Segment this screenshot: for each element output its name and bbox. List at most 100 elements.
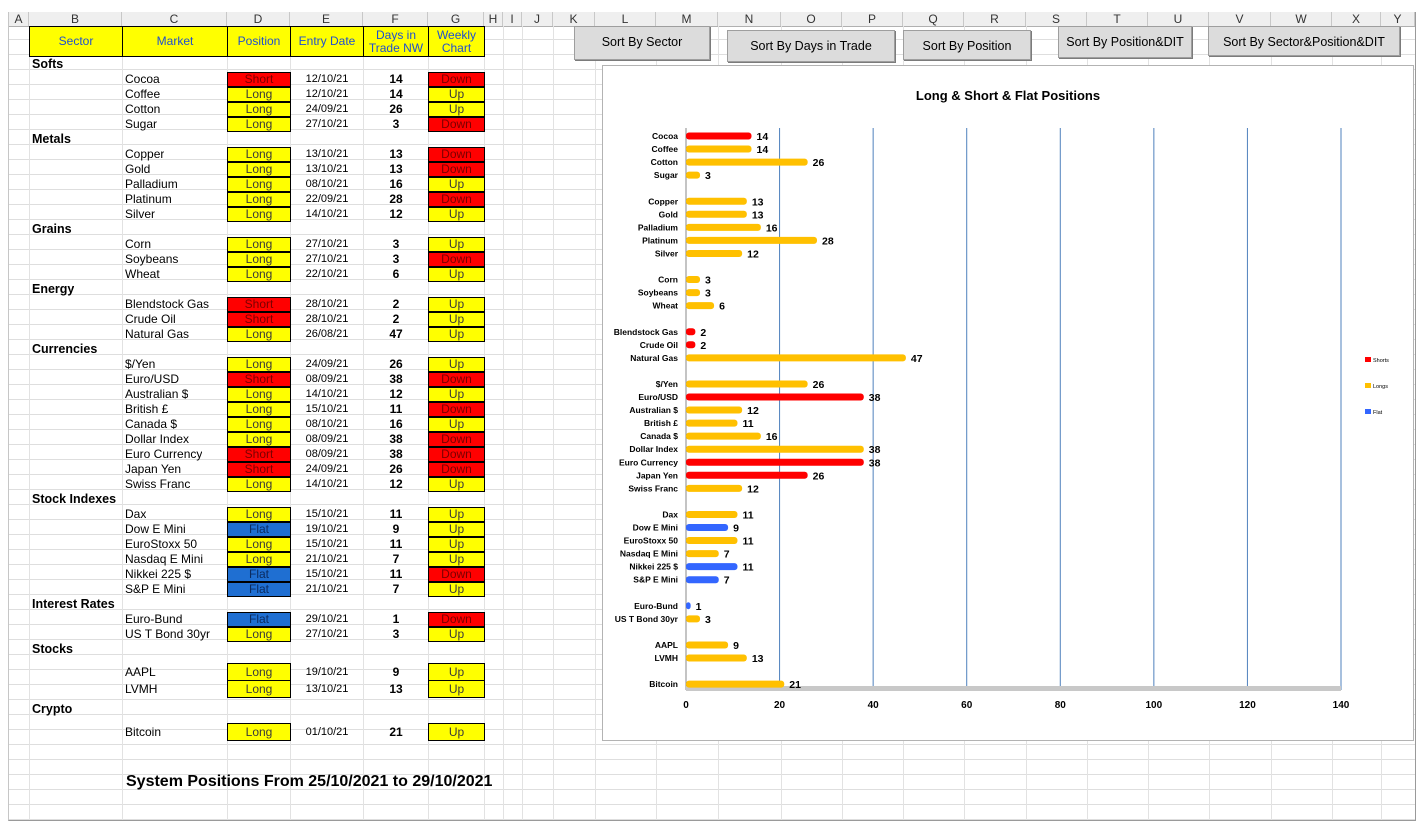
weekly-chart-cell[interactable]: Down bbox=[428, 162, 485, 177]
column-header-w[interactable]: W bbox=[1271, 12, 1332, 26]
weekly-chart-cell[interactable]: Down bbox=[428, 147, 485, 162]
column-header-o[interactable]: O bbox=[781, 12, 842, 26]
column-header-i[interactable]: I bbox=[503, 12, 522, 26]
weekly-chart-cell[interactable]: Up bbox=[428, 177, 485, 192]
position-cell[interactable]: Long bbox=[227, 507, 291, 522]
position-cell[interactable]: Long bbox=[227, 87, 291, 102]
weekly-chart-cell[interactable]: Up bbox=[428, 477, 485, 492]
column-header-a[interactable]: A bbox=[9, 12, 29, 26]
position-cell[interactable]: Long bbox=[227, 162, 291, 177]
position-cell[interactable]: Long bbox=[227, 537, 291, 552]
weekly-chart-cell[interactable]: Down bbox=[428, 372, 485, 387]
column-header-n[interactable]: N bbox=[718, 12, 781, 26]
column-header-h[interactable]: H bbox=[484, 12, 503, 26]
weekly-chart-cell[interactable]: Up bbox=[428, 357, 485, 372]
column-header-l[interactable]: L bbox=[595, 12, 656, 26]
position-cell[interactable]: Long bbox=[227, 117, 291, 132]
position-cell[interactable]: Long bbox=[227, 402, 291, 417]
position-cell[interactable]: Long bbox=[227, 207, 291, 222]
weekly-chart-cell[interactable]: Up bbox=[428, 663, 485, 681]
position-cell[interactable]: Flat bbox=[227, 522, 291, 537]
position-cell[interactable]: Long bbox=[227, 723, 291, 741]
weekly-chart-cell[interactable]: Up bbox=[428, 507, 485, 522]
position-cell[interactable]: Short bbox=[227, 297, 291, 312]
column-header-c[interactable]: C bbox=[122, 12, 227, 26]
column-header-v[interactable]: V bbox=[1209, 12, 1271, 26]
column-header-e[interactable]: E bbox=[290, 12, 363, 26]
weekly-chart-cell[interactable]: Up bbox=[428, 552, 485, 567]
weekly-chart-cell[interactable]: Up bbox=[428, 522, 485, 537]
weekly-chart-cell[interactable]: Up bbox=[428, 102, 485, 117]
position-cell[interactable]: Short bbox=[227, 447, 291, 462]
position-cell[interactable]: Long bbox=[227, 237, 291, 252]
weekly-chart-cell[interactable]: Down bbox=[428, 402, 485, 417]
column-header-y[interactable]: Y bbox=[1381, 12, 1415, 26]
column-header-t[interactable]: T bbox=[1087, 12, 1148, 26]
weekly-chart-cell[interactable]: Up bbox=[428, 723, 485, 741]
weekly-chart-cell[interactable]: Up bbox=[428, 680, 485, 698]
weekly-chart-cell[interactable]: Down bbox=[428, 567, 485, 582]
weekly-chart-cell[interactable]: Down bbox=[428, 612, 485, 627]
weekly-chart-cell[interactable]: Up bbox=[428, 582, 485, 597]
position-cell[interactable]: Short bbox=[227, 462, 291, 477]
sort-by-position-dit-button[interactable]: Sort By Position&DIT bbox=[1058, 26, 1192, 58]
weekly-chart-cell[interactable]: Up bbox=[428, 537, 485, 552]
weekly-chart-cell[interactable]: Up bbox=[428, 312, 485, 327]
position-cell[interactable]: Short bbox=[227, 312, 291, 327]
sort-by-sector-position-dit-button[interactable]: Sort By Sector&Position&DIT bbox=[1208, 26, 1400, 56]
position-cell[interactable]: Flat bbox=[227, 567, 291, 582]
weekly-chart-cell[interactable]: Down bbox=[428, 72, 485, 87]
column-header-u[interactable]: U bbox=[1148, 12, 1209, 26]
position-cell[interactable]: Long bbox=[227, 387, 291, 402]
weekly-chart-cell[interactable]: Up bbox=[428, 417, 485, 432]
weekly-chart-cell[interactable]: Up bbox=[428, 327, 485, 342]
column-header-m[interactable]: M bbox=[656, 12, 718, 26]
weekly-chart-cell[interactable]: Down bbox=[428, 192, 485, 207]
weekly-chart-cell[interactable]: Up bbox=[428, 237, 485, 252]
weekly-chart-cell[interactable]: Up bbox=[428, 297, 485, 312]
position-cell[interactable]: Long bbox=[227, 357, 291, 372]
column-header-x[interactable]: X bbox=[1332, 12, 1381, 26]
weekly-chart-cell[interactable]: Up bbox=[428, 207, 485, 222]
column-header-b[interactable]: B bbox=[29, 12, 122, 26]
position-cell[interactable]: Flat bbox=[227, 612, 291, 627]
positions-chart[interactable]: Long & Short & Flat Positions 0 20 40 60 80 1… bbox=[602, 65, 1414, 741]
position-cell[interactable]: Long bbox=[227, 102, 291, 117]
position-cell[interactable]: Long bbox=[227, 252, 291, 267]
column-header-f[interactable]: F bbox=[363, 12, 428, 26]
position-cell[interactable]: Long bbox=[227, 417, 291, 432]
column-header-g[interactable]: G bbox=[428, 12, 484, 26]
sort-by-sector-button[interactable]: Sort By Sector bbox=[574, 26, 710, 60]
weekly-chart-cell[interactable]: Down bbox=[428, 117, 485, 132]
weekly-chart-cell[interactable]: Down bbox=[428, 462, 485, 477]
weekly-chart-cell[interactable]: Up bbox=[428, 627, 485, 642]
position-cell[interactable]: Long bbox=[227, 192, 291, 207]
position-cell[interactable]: Long bbox=[227, 177, 291, 192]
weekly-chart-cell[interactable]: Down bbox=[428, 432, 485, 447]
column-header-j[interactable]: J bbox=[522, 12, 553, 26]
weekly-chart-cell[interactable]: Down bbox=[428, 252, 485, 267]
position-cell[interactable]: Long bbox=[227, 267, 291, 282]
column-header-s[interactable]: S bbox=[1026, 12, 1087, 26]
column-header-r[interactable]: R bbox=[964, 12, 1026, 26]
sort-by-days-button[interactable]: Sort By Days in Trade bbox=[727, 30, 895, 62]
column-header-q[interactable]: Q bbox=[903, 12, 964, 26]
position-cell[interactable]: Long bbox=[227, 627, 291, 642]
position-cell[interactable]: Flat bbox=[227, 582, 291, 597]
position-cell[interactable]: Long bbox=[227, 327, 291, 342]
position-cell[interactable]: Long bbox=[227, 147, 291, 162]
column-header-d[interactable]: D bbox=[227, 12, 290, 26]
position-cell[interactable]: Long bbox=[227, 663, 291, 681]
position-cell[interactable]: Long bbox=[227, 432, 291, 447]
weekly-chart-cell[interactable]: Down bbox=[428, 447, 485, 462]
sort-by-position-button[interactable]: Sort By Position bbox=[903, 30, 1031, 60]
column-header-k[interactable]: K bbox=[553, 12, 595, 26]
position-cell[interactable]: Short bbox=[227, 372, 291, 387]
weekly-chart-cell[interactable]: Up bbox=[428, 387, 485, 402]
weekly-chart-cell[interactable]: Up bbox=[428, 87, 485, 102]
weekly-chart-cell[interactable]: Up bbox=[428, 267, 485, 282]
position-cell[interactable]: Long bbox=[227, 477, 291, 492]
position-cell[interactable]: Long bbox=[227, 552, 291, 567]
position-cell[interactable]: Short bbox=[227, 72, 291, 87]
column-header-p[interactable]: P bbox=[842, 12, 903, 26]
